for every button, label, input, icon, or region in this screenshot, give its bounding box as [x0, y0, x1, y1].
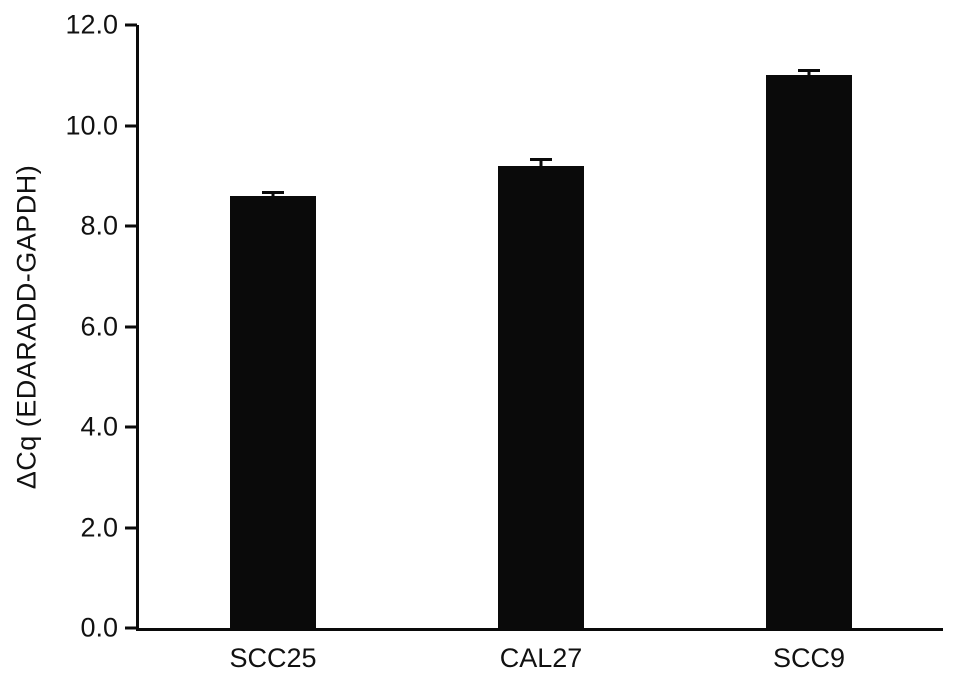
- bar-cal27: [498, 165, 584, 628]
- error-bar-stem: [539, 158, 543, 174]
- y-tick-label: 8.0: [80, 210, 118, 241]
- error-bar-scc9: [798, 69, 820, 82]
- y-tick-mark: [125, 425, 137, 429]
- y-axis-title: ΔCq (EDARADD-GAPDH): [11, 164, 42, 490]
- error-bar-stem: [271, 190, 275, 201]
- y-tick-mark: [125, 124, 137, 127]
- error-bar-stem: [807, 69, 811, 82]
- y-tick-mark: [125, 325, 137, 328]
- x-category-label-scc25: SCC25: [229, 643, 317, 673]
- error-bar-cap-bottom: [261, 197, 284, 201]
- error-bar-cal27: [530, 158, 552, 174]
- y-tick-label: 4.0: [80, 411, 118, 442]
- error-bar-cap-bottom: [798, 78, 820, 82]
- y-tick-mark: [125, 526, 137, 529]
- y-tick-mark: [125, 23, 137, 27]
- x-category-label-cal27: CAL27: [499, 643, 583, 673]
- y-tick-mark: [125, 626, 137, 630]
- bar-scc9: [766, 75, 852, 628]
- y-tick-mark: [125, 224, 137, 228]
- x-category-label-scc9: SCC9: [772, 643, 846, 673]
- error-bar-cap-bottom: [530, 170, 552, 174]
- y-tick-label: 6.0: [80, 311, 118, 341]
- bar-scc25: [229, 195, 316, 628]
- error-bar-scc25: [261, 190, 284, 201]
- y-tick-label: 0.0: [80, 612, 118, 643]
- plot-area: 0.0 2.0 4.0 6.0 8.0 10.0 12.0 SCC25 CAL27 SCC9: [65, 10, 943, 673]
- y-tick-label: 10.0: [65, 110, 118, 140]
- y-tick-label: 12.0: [65, 9, 118, 40]
- y-tick-label: 2.0: [80, 512, 118, 542]
